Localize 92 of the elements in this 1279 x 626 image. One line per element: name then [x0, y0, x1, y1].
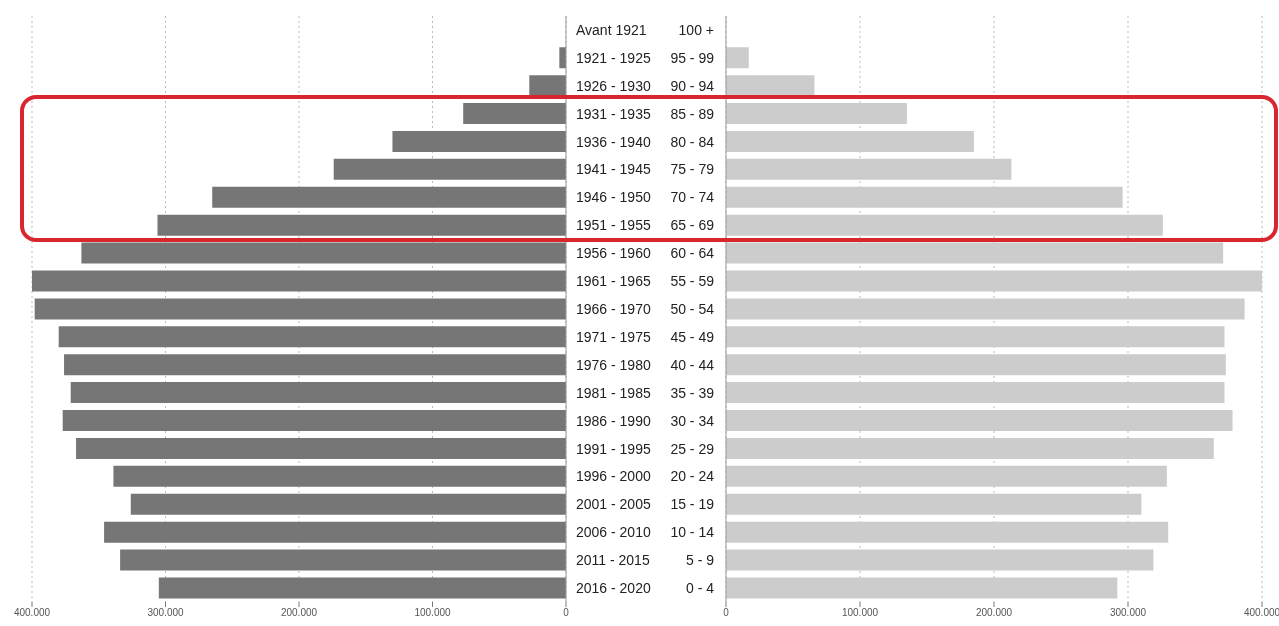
bar	[58, 326, 566, 348]
y-tick-label: 25 - 29	[670, 440, 715, 457]
x-tick-label: 100.000	[841, 607, 879, 619]
y-tick-label: 1966 - 1970	[576, 301, 651, 317]
bar	[726, 437, 1214, 459]
y-tick-label: 50 - 54	[670, 301, 715, 317]
y-tick-label: 75 - 79	[670, 161, 715, 178]
bar	[726, 326, 1225, 348]
bar	[726, 577, 1118, 599]
bar	[726, 214, 1163, 236]
x-tick-label: 200.000	[280, 607, 318, 619]
y-tick-label: 1951 - 1955	[576, 217, 651, 234]
bar	[113, 465, 566, 487]
y-tick-label: 1991 - 1995	[576, 440, 651, 457]
y-tick-label: 5 - 9	[685, 552, 715, 569]
x-tick-label: 100.000	[414, 607, 452, 619]
bar	[81, 242, 566, 264]
bar	[64, 354, 566, 376]
bar	[76, 437, 566, 459]
bar	[726, 521, 1169, 543]
bar	[130, 493, 566, 515]
bar	[726, 186, 1123, 208]
y-tick-label: 70 - 74	[670, 189, 715, 206]
bar	[726, 465, 1167, 487]
y-tick-label: 1986 - 1990	[576, 412, 651, 429]
bar	[726, 549, 1154, 571]
bar	[726, 47, 749, 69]
x-tick-label: 300.000	[147, 607, 185, 619]
bar	[158, 577, 566, 599]
bar	[32, 270, 566, 292]
y-tick-label: 65 - 69	[670, 217, 715, 234]
bar	[157, 214, 566, 236]
y-tick-label: 1971 - 1975	[576, 328, 651, 345]
y-tick-label: 1941 - 1945	[576, 161, 651, 178]
bar	[333, 158, 566, 180]
y-tick-label: 10 - 14	[670, 524, 715, 541]
bar	[559, 47, 566, 69]
y-tick-label: 40 - 44	[670, 356, 715, 373]
y-tick-label: 2011 - 2015	[576, 552, 650, 569]
y-tick-label: 20 - 24	[670, 468, 715, 485]
x-tick-label: 300.000	[1109, 607, 1147, 619]
y-tick-label: 100 +	[678, 21, 714, 38]
y-tick-label: 1936 - 1940	[576, 133, 651, 150]
y-tick-label: 1946 - 1950	[576, 189, 651, 206]
x-tick-label: 0	[563, 607, 570, 619]
y-tick-label: 1926 - 1930	[576, 77, 651, 94]
y-tick-label: 95 - 99	[670, 49, 715, 66]
x-tick-label: 200.000	[975, 607, 1013, 619]
y-tick-label: 2001 - 2005	[576, 496, 651, 513]
bar	[34, 298, 566, 320]
y-tick-label: 1931 - 1935	[576, 105, 651, 122]
y-tick-label: 85 - 89	[670, 105, 715, 122]
bar	[726, 130, 974, 152]
bar	[392, 130, 566, 152]
bar	[212, 186, 566, 208]
y-tick-label: 30 - 34	[670, 412, 715, 429]
bar	[726, 354, 1226, 376]
y-tick-label: 1921 - 1925	[576, 49, 651, 66]
bar	[726, 103, 907, 125]
y-tick-label: 90 - 94	[670, 77, 715, 94]
bar	[726, 298, 1245, 320]
y-tick-label: 55 - 59	[670, 273, 715, 290]
bar	[70, 382, 566, 404]
y-tick-label: 15 - 19	[670, 496, 715, 513]
x-tick-label: 400.000	[1243, 607, 1279, 619]
y-tick-label: 60 - 64	[670, 245, 715, 262]
y-tick-label: 1976 - 1980	[576, 356, 651, 373]
bar	[529, 75, 566, 97]
bar	[726, 158, 1012, 180]
y-tick-label: Avant 1921	[576, 21, 647, 38]
bar	[726, 270, 1262, 292]
y-tick-label: 45 - 49	[670, 328, 715, 345]
bar	[463, 103, 566, 125]
y-tick-label: 35 - 39	[670, 384, 715, 401]
bar	[726, 382, 1225, 404]
y-tick-label: 1996 - 2000	[576, 468, 651, 485]
y-tick-label: 0 - 4	[685, 580, 715, 597]
y-tick-label: 1981 - 1985	[576, 384, 651, 401]
x-tick-label: 0	[723, 607, 730, 619]
bar	[62, 410, 566, 432]
bar	[120, 549, 566, 571]
x-tick-label: 400.000	[13, 607, 51, 619]
bar	[726, 75, 815, 97]
y-tick-label: 80 - 84	[670, 133, 715, 150]
bar	[104, 521, 566, 543]
y-tick-label: 1956 - 1960	[576, 245, 651, 262]
y-tick-label: 2006 - 2010	[576, 524, 651, 541]
y-tick-label: 1961 - 1965	[576, 273, 651, 290]
bar	[726, 493, 1142, 515]
bar	[726, 410, 1233, 432]
bar	[726, 242, 1224, 264]
y-tick-label: 2016 - 2020	[576, 580, 651, 597]
